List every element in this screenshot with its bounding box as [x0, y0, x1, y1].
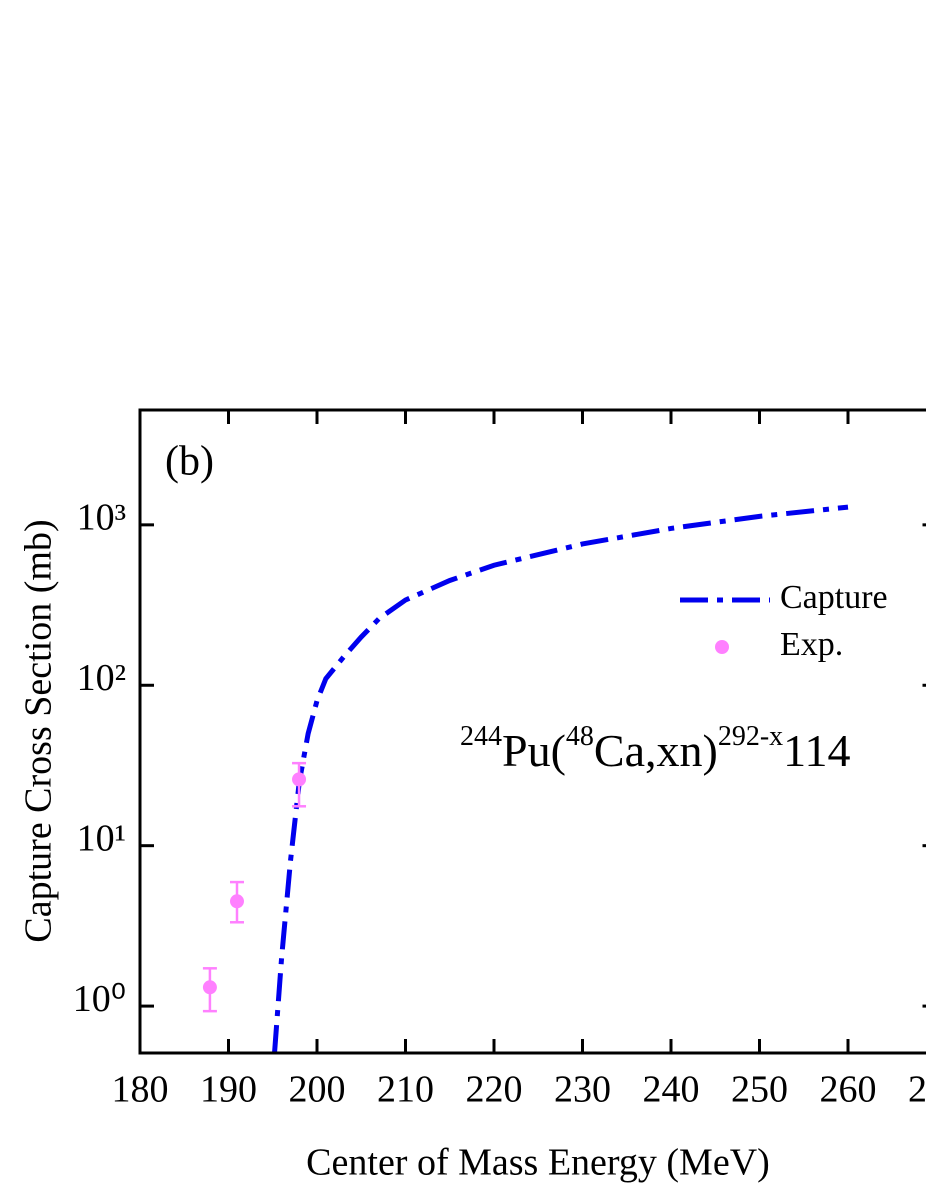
x-tick-label: 230: [554, 1069, 611, 1111]
legend-marker: [715, 640, 729, 654]
legend-label: Exp.: [780, 626, 843, 663]
plot-area: [202, 504, 849, 1053]
reaction-annotation: 244Pu(48Ca,xn)292-x114: [460, 721, 850, 775]
x-tick-label: 270: [908, 1069, 926, 1111]
data-point: [202, 980, 217, 995]
x-tick-label: 220: [466, 1069, 523, 1111]
x-tick-label: 260: [820, 1069, 877, 1111]
x-tick-label: 240: [643, 1069, 700, 1111]
panel-label: (b): [165, 439, 214, 485]
y-axis-title: Capture Cross Section (mb): [18, 519, 60, 942]
x-tick-label: 180: [112, 1069, 169, 1111]
y-tick-label: 10¹: [77, 817, 126, 859]
annotation-part: Pu(: [502, 725, 566, 776]
annotation-part: 244: [460, 721, 502, 752]
legend-label: Capture: [780, 579, 888, 616]
plot-frame: [138, 408, 926, 1055]
x-axis-title: Center of Mass Energy (MeV): [306, 1142, 770, 1184]
y-tick-label: 10⁰: [73, 978, 126, 1020]
annotation-part: 114: [783, 725, 850, 776]
x-tick-label: 210: [377, 1069, 434, 1111]
y-tick-label: 10²: [77, 657, 126, 699]
x-tick-label: 200: [289, 1069, 346, 1111]
annotation-part: 292-x: [718, 721, 783, 752]
data-point: [292, 772, 307, 787]
annotation-part: 48: [566, 721, 594, 752]
data-point: [229, 894, 244, 909]
capture-line: [272, 504, 849, 1053]
annotation-part: Ca,xn): [594, 725, 718, 776]
y-tick-label: 10³: [77, 497, 126, 539]
x-tick-label: 250: [731, 1069, 788, 1111]
x-tick-label: 190: [200, 1069, 257, 1111]
